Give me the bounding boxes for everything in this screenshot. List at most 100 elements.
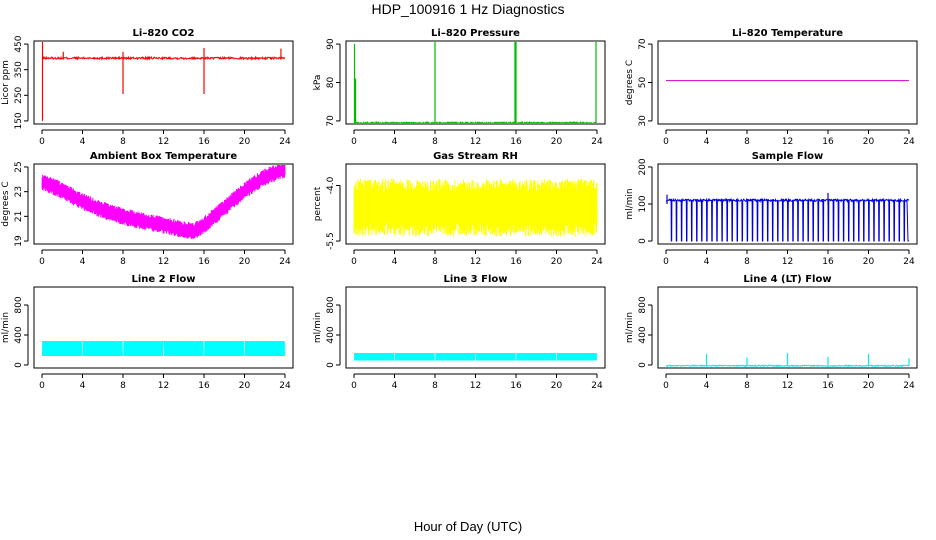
panel-ambient-box-temperature: Ambient Box Temperature 0 4 8 12 16 20 24 19 21 23…: [1, 151, 294, 267]
x-tick-label: 0: [351, 137, 357, 147]
x-tick-label: 12: [158, 137, 169, 147]
x-tick-label: 12: [158, 257, 169, 267]
x-tick-label: 16: [198, 137, 210, 147]
x-tick-label: 16: [198, 381, 210, 391]
panel-title: Sample Flow: [752, 151, 824, 162]
x-tick-label: 16: [510, 137, 522, 147]
y-axis: 0 400 800: [326, 296, 341, 368]
x-tick-label: 8: [432, 257, 438, 267]
x-tick-label: 20: [863, 257, 875, 267]
panel-title: Line 2 Flow: [132, 274, 196, 285]
y-tick-label: 800: [326, 296, 336, 313]
panel-title: Li–820 CO2: [133, 28, 195, 39]
series-line-3-flow: [354, 352, 597, 361]
x-axis: 0 4 8 12 16 20 24: [663, 373, 915, 391]
y-tick-label: 200: [638, 158, 648, 175]
x-tick-label: 0: [39, 381, 45, 391]
x-tick-label: 4: [704, 137, 710, 147]
x-tick-label: 24: [279, 137, 291, 147]
y-axis: 0 400 800: [14, 296, 29, 368]
series-sample-flow: [665, 192, 910, 242]
y-axis-label: ml/min: [625, 312, 635, 343]
series-gas-stream-rh: [353, 178, 598, 237]
x-axis: 0 4 8 12 16 20 24: [39, 249, 291, 267]
series-line: [41, 165, 286, 240]
plot-frame: [33, 163, 294, 245]
y-tick-label: 450: [14, 35, 24, 52]
x-tick-label: 20: [551, 381, 563, 391]
y-tick-label: -4.0: [326, 176, 336, 194]
y-tick-label: 800: [638, 296, 648, 313]
x-tick-label: 12: [470, 257, 481, 267]
y-axis: 70 80 90: [326, 38, 341, 127]
y-tick-label: 0: [638, 238, 648, 244]
y-tick-label: 25: [14, 161, 24, 172]
plot-frame: [657, 286, 918, 369]
y-tick-label: 400: [638, 326, 648, 343]
plot-frame: [33, 286, 294, 369]
series-li820-pressure: [353, 42, 598, 123]
x-tick-label: 4: [80, 381, 86, 391]
y-tick-label: 30: [638, 115, 648, 127]
x-tick-label: 8: [120, 381, 126, 391]
y-axis: 0 400 800: [638, 296, 653, 368]
series-line: [354, 352, 597, 361]
x-tick-label: 12: [470, 137, 481, 147]
series-li820-co2: [41, 42, 286, 121]
x-tick-label: 20: [863, 137, 875, 147]
y-tick-label: 90: [326, 38, 336, 50]
x-axis: 0 4 8 12 16 20 24: [663, 249, 915, 267]
y-tick-label: 70: [638, 38, 648, 50]
y-tick-label: 50: [638, 77, 648, 89]
x-tick-label: 0: [351, 381, 357, 391]
x-tick-label: 4: [704, 257, 710, 267]
x-tick-label: 4: [392, 381, 398, 391]
y-tick-label: 70: [326, 115, 336, 127]
x-tick-label: 16: [822, 257, 834, 267]
y-axis-label: ml/min: [625, 188, 635, 219]
x-tick-label: 12: [782, 137, 793, 147]
x-tick-label: 12: [782, 381, 793, 391]
x-tick-label: 16: [510, 257, 522, 267]
series-line: [353, 178, 598, 237]
series-line-4-lt-flow: [665, 353, 910, 367]
series-line-2-flow: [42, 340, 285, 357]
x-tick-label: 12: [782, 257, 793, 267]
x-tick-label: 4: [80, 137, 86, 147]
panel-title: Gas Stream RH: [433, 151, 518, 162]
x-tick-label: 20: [863, 381, 875, 391]
figure-title: HDP_100916 1 Hz Diagnostics: [372, 1, 565, 17]
x-axis: 0 4 8 12 16 20 24: [351, 129, 603, 147]
x-axis: 0 4 8 12 16 20 24: [39, 373, 291, 391]
x-tick-label: 4: [392, 257, 398, 267]
series-line: [41, 55, 286, 61]
plot-frame: [657, 40, 918, 125]
x-tick-label: 24: [591, 137, 603, 147]
y-tick-label: 350: [14, 61, 24, 78]
y-axis: -5.5 -4.0: [326, 176, 341, 250]
x-axis: 0 4 8 12 16 20 24: [351, 373, 603, 391]
x-tick-label: 8: [744, 137, 750, 147]
x-tick-label: 24: [903, 137, 915, 147]
y-tick-label: 0: [638, 362, 648, 368]
panel-title: Ambient Box Temperature: [90, 151, 237, 162]
panel-li820-pressure: Li–820 Pressure 0 4 8 12 16 20 24 70 80 90 kPa: [313, 28, 606, 147]
y-axis-label: degrees C: [625, 60, 635, 105]
panel-title: Line 3 Flow: [444, 274, 508, 285]
x-tick-label: 0: [39, 137, 45, 147]
y-axis: 30 50 70: [638, 38, 653, 127]
y-tick-label: 80: [326, 77, 336, 89]
y-axis-label: degrees C: [1, 181, 11, 226]
x-tick-label: 4: [704, 381, 710, 391]
plot-frame: [345, 40, 606, 125]
x-tick-label: 8: [432, 381, 438, 391]
y-axis-label: ml/min: [313, 312, 323, 343]
x-tick-label: 24: [903, 257, 915, 267]
y-tick-label: 150: [14, 112, 24, 129]
x-tick-label: 16: [822, 137, 834, 147]
plot-frame: [345, 163, 606, 245]
